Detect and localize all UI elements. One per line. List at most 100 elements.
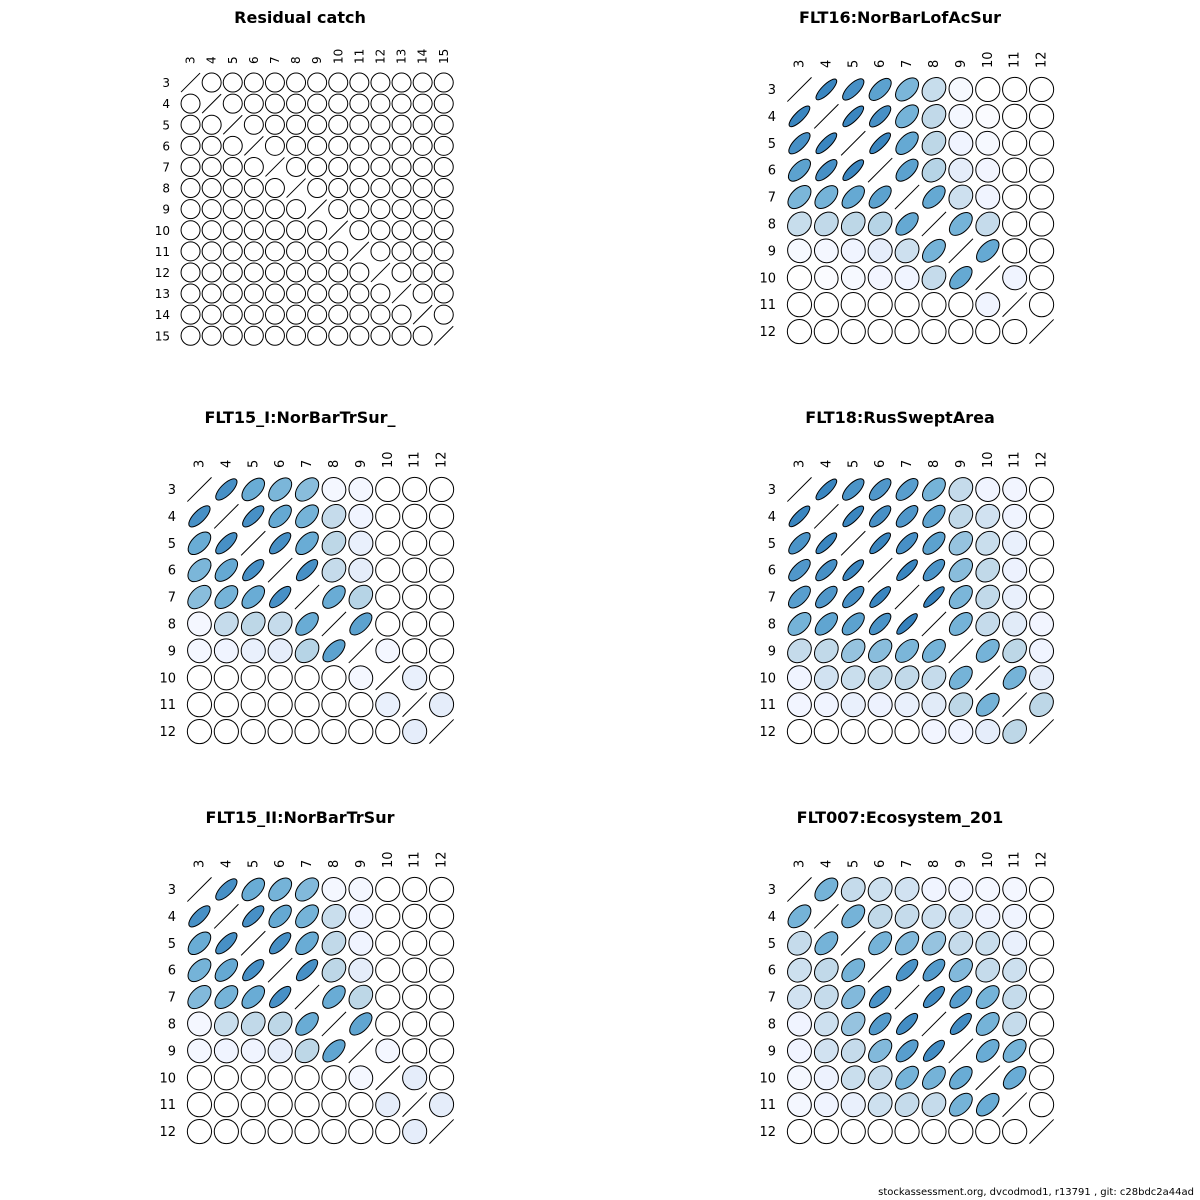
diagonal-line: [402, 1092, 428, 1118]
diagonal-line: [975, 665, 1001, 691]
correlation-ellipse: [815, 132, 838, 155]
column-age-label: 10: [981, 851, 996, 868]
correlation-ellipse: [428, 584, 455, 610]
correlation-ellipse: [242, 905, 265, 928]
diagonal-line: [244, 136, 264, 156]
diagonal-line: [267, 557, 293, 583]
correlation-ellipse: [268, 477, 293, 502]
column-age-label: 4: [819, 860, 834, 868]
correlation-ellipse: [433, 262, 454, 283]
correlation-ellipse: [402, 903, 428, 929]
column-age-label: 8: [327, 860, 342, 868]
correlation-ellipse: [922, 185, 946, 209]
diagonal-line: [321, 1011, 347, 1037]
correlation-ellipse: [243, 156, 264, 177]
correlation-ellipse: [348, 692, 374, 718]
correlation-ellipse: [840, 692, 866, 718]
column-age-label: 12: [1035, 451, 1050, 468]
correlation-ellipse: [787, 930, 812, 956]
column-age-label: 5: [846, 460, 861, 468]
row-age-label: 10: [759, 1071, 776, 1086]
correlation-ellipse: [428, 692, 455, 718]
correlation-ellipse: [975, 76, 1001, 103]
correlation-ellipse: [267, 718, 293, 745]
correlation-ellipse: [948, 903, 974, 929]
row-age-label: 3: [168, 883, 176, 898]
correlation-ellipse: [867, 211, 893, 237]
correlation-ellipse: [215, 532, 238, 555]
diagonal-line: [1002, 692, 1028, 718]
correlation-ellipse: [1002, 903, 1028, 929]
row-age-label: 10: [759, 271, 776, 286]
correlation-ellipse: [213, 718, 239, 745]
correlation-ellipse: [787, 158, 811, 182]
correlation-ellipse: [370, 114, 391, 135]
correlation-ellipse: [201, 178, 222, 199]
correlation-ellipse: [180, 199, 201, 220]
correlation-ellipse: [222, 93, 243, 114]
correlation-ellipse: [867, 877, 893, 902]
row-age-label: 10: [159, 671, 176, 686]
correlation-ellipse: [402, 930, 428, 956]
correlation-ellipse: [240, 1038, 266, 1064]
correlation-ellipse: [948, 958, 973, 983]
correlation-ellipse: [894, 692, 920, 718]
column-age-label: 12: [373, 49, 387, 64]
column-age-label: 3: [792, 460, 807, 468]
row-age-label: 11: [759, 698, 776, 713]
correlation-ellipse: [402, 957, 428, 983]
correlation-ellipse: [975, 692, 1000, 717]
correlation-ellipse: [1002, 1038, 1027, 1063]
correlation-ellipse: [222, 72, 243, 93]
column-age-label: 12: [435, 451, 450, 468]
row-age-label: 12: [759, 325, 776, 340]
correlation-ellipse: [391, 262, 412, 283]
correlation-ellipse: [787, 692, 812, 718]
column-age-label: 12: [1035, 51, 1050, 68]
row-age-label: 6: [162, 139, 170, 153]
correlation-ellipse: [328, 262, 349, 283]
correlation-ellipse: [412, 199, 433, 220]
correlation-ellipse: [240, 1065, 266, 1091]
correlation-ellipse: [815, 585, 838, 609]
correlation-ellipse: [215, 478, 238, 501]
correlation-ellipse: [975, 557, 1001, 583]
column-age-label: 6: [273, 860, 288, 868]
row-age-label: 11: [759, 298, 776, 313]
correlation-ellipse: [213, 665, 239, 691]
correlation-ellipse: [370, 304, 391, 325]
correlation-ellipse: [294, 1092, 320, 1118]
correlation-ellipse: [370, 72, 391, 93]
diagonal-line: [286, 178, 306, 198]
correlation-ellipse: [321, 1118, 347, 1145]
row-age-label: 8: [768, 1017, 776, 1032]
correlation-ellipse: [1028, 930, 1055, 956]
correlation-ellipse: [896, 613, 918, 635]
correlation-ellipse: [975, 211, 1001, 237]
correlation-ellipse: [294, 638, 320, 664]
correlation-ellipse: [402, 1011, 428, 1037]
correlation-ellipse: [187, 958, 212, 983]
correlation-ellipse: [1002, 984, 1028, 1010]
column-age-label: 11: [1008, 851, 1023, 868]
correlation-ellipse: [349, 220, 370, 241]
correlation-ellipse: [433, 135, 454, 156]
correlation-ellipse: [975, 957, 1001, 983]
correlation-ellipse: [428, 930, 455, 956]
row-age-label: 11: [159, 698, 176, 713]
correlation-ellipse: [294, 877, 320, 902]
correlation-ellipse: [815, 78, 838, 101]
row-age-label: 14: [155, 308, 170, 322]
correlation-ellipse: [814, 612, 838, 636]
column-age-label: 5: [846, 60, 861, 68]
correlation-ellipse: [243, 178, 264, 199]
correlation-ellipse: [814, 265, 839, 291]
correlation-ellipse: [307, 156, 328, 177]
correlation-ellipse: [286, 114, 307, 135]
correlation-ellipse: [370, 156, 391, 177]
correlation-ellipse: [813, 1038, 839, 1064]
row-age-label: 5: [168, 537, 176, 552]
correlation-ellipse: [187, 1038, 212, 1064]
row-age-label: 5: [768, 537, 776, 552]
correlation-ellipse: [370, 283, 391, 304]
